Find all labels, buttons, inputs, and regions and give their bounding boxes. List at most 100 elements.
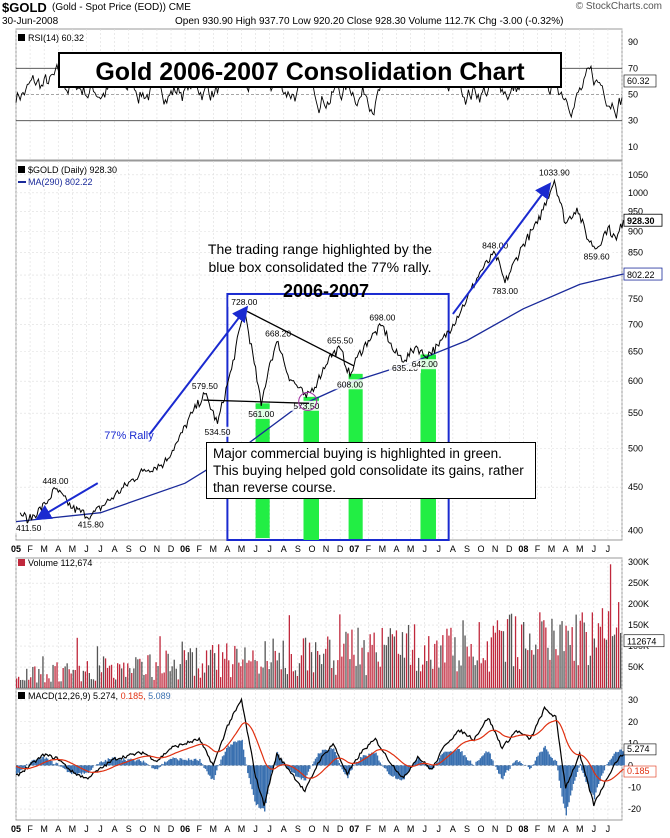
volume-bar xyxy=(294,670,297,688)
volume-bar xyxy=(104,658,107,688)
macd-histogram-bar xyxy=(185,759,187,766)
price-label-bg xyxy=(535,167,573,178)
price-legend-swatch xyxy=(18,166,25,173)
macd-histogram-bar xyxy=(123,758,125,766)
macd-histogram-bar xyxy=(452,751,455,766)
macd-histogram-bar xyxy=(111,757,114,766)
macd-histogram-bar xyxy=(459,751,462,766)
macd-histogram-bar xyxy=(445,751,448,766)
macd-histogram-bar xyxy=(34,759,36,766)
macd-histogram-bar xyxy=(176,759,179,766)
volume-bar xyxy=(430,659,432,688)
volume-bar xyxy=(177,679,179,688)
low-circle-marker xyxy=(298,391,318,411)
volume-bar xyxy=(452,655,454,688)
volume-bar xyxy=(127,663,129,688)
macd-histogram-bar xyxy=(224,751,226,766)
macd-histogram-bar xyxy=(395,765,397,779)
volume-bar xyxy=(149,654,151,688)
macd-histogram-bar xyxy=(99,762,101,766)
macd-histogram-bar xyxy=(178,760,180,766)
volume-bar xyxy=(218,644,220,688)
volume-bar xyxy=(517,657,519,688)
macd-histogram-bar xyxy=(138,759,140,766)
macd-histogram-bar xyxy=(210,765,212,780)
volume-bar xyxy=(108,665,111,688)
volume-bar xyxy=(26,668,28,688)
macd-histogram-bar xyxy=(517,762,520,766)
volume-bar xyxy=(563,651,565,688)
macd-histogram-bar xyxy=(113,757,115,766)
volume-y-tick: 200K xyxy=(628,599,649,609)
macd-histogram-bar xyxy=(75,765,77,774)
macd-histogram-bar xyxy=(295,765,297,777)
volume-bar xyxy=(50,681,52,688)
macd-histogram-bar xyxy=(223,755,225,766)
macd-histogram-bar xyxy=(586,765,589,784)
volume-bar xyxy=(448,635,450,688)
volume-bar xyxy=(58,681,60,688)
macd-histogram-bar xyxy=(220,759,222,766)
volume-bar xyxy=(557,655,559,688)
macd-histogram-bar xyxy=(544,745,546,766)
volume-bar xyxy=(123,662,125,688)
volume-bar xyxy=(379,666,381,688)
volume-bar xyxy=(171,666,173,688)
macd-histogram-bar xyxy=(458,749,460,766)
macd-histogram-bar xyxy=(475,761,477,766)
x-tick-price: J xyxy=(98,544,103,554)
volume-last-badge xyxy=(623,634,665,648)
x-tick-bottom: F xyxy=(366,824,372,834)
macd-histogram-bar xyxy=(369,753,372,766)
macd-histogram-bar xyxy=(35,761,38,766)
volume-bar xyxy=(385,645,387,688)
volume-bar xyxy=(187,652,189,688)
volume-bar xyxy=(539,612,541,688)
macd-histogram-bar xyxy=(203,765,205,768)
price-label-bg xyxy=(245,408,278,419)
macd-histogram-bar xyxy=(419,759,421,766)
macd-histogram-bar xyxy=(403,765,405,780)
macd-histogram-bar xyxy=(496,765,498,770)
volume-bar xyxy=(308,642,311,688)
x-tick-price: J xyxy=(253,544,258,554)
volume-bar xyxy=(46,674,48,688)
volume-bar xyxy=(502,631,505,688)
volume-bar xyxy=(450,627,452,688)
x-tick-price: M xyxy=(238,544,246,554)
volume-bar xyxy=(555,649,557,688)
price-y-tick: 550 xyxy=(628,408,643,418)
x-tick-price: M xyxy=(407,544,415,554)
macd-histogram-bar xyxy=(209,765,211,776)
volume-bar xyxy=(284,668,286,688)
macd-histogram-bar xyxy=(193,758,195,766)
macd-histogram-bar xyxy=(313,761,315,766)
volume-bar xyxy=(90,679,92,688)
macd-histogram-bar xyxy=(479,758,482,766)
macd-histogram-bar xyxy=(355,762,357,766)
macd-histogram-bar xyxy=(521,764,524,766)
x-tick-bottom: S xyxy=(464,824,470,834)
macd-histogram-bar xyxy=(576,765,579,772)
macd-histogram-bar xyxy=(338,763,341,766)
macd-histogram-bar xyxy=(162,764,164,766)
volume-bar xyxy=(541,621,543,688)
volume-bar xyxy=(310,652,313,688)
macd-histogram-bar xyxy=(87,765,90,773)
macd-histogram-bar xyxy=(375,752,377,766)
macd-histogram-bar xyxy=(158,765,160,768)
macd-histogram-bar xyxy=(233,741,235,766)
x-tick-bottom: A xyxy=(563,824,569,834)
x-tick-price: J xyxy=(437,544,442,554)
volume-bar xyxy=(52,664,54,688)
volume-bar xyxy=(139,658,141,688)
macd-histogram-bar xyxy=(357,762,359,766)
volume-bar xyxy=(173,659,175,688)
macd-histogram-bar xyxy=(326,750,328,766)
macd-histogram-bar xyxy=(197,760,200,766)
volume-bar xyxy=(442,635,444,688)
volume-bar xyxy=(587,665,589,688)
macd-histogram-bar xyxy=(500,765,503,779)
x-tick-bottom: J xyxy=(592,824,597,834)
